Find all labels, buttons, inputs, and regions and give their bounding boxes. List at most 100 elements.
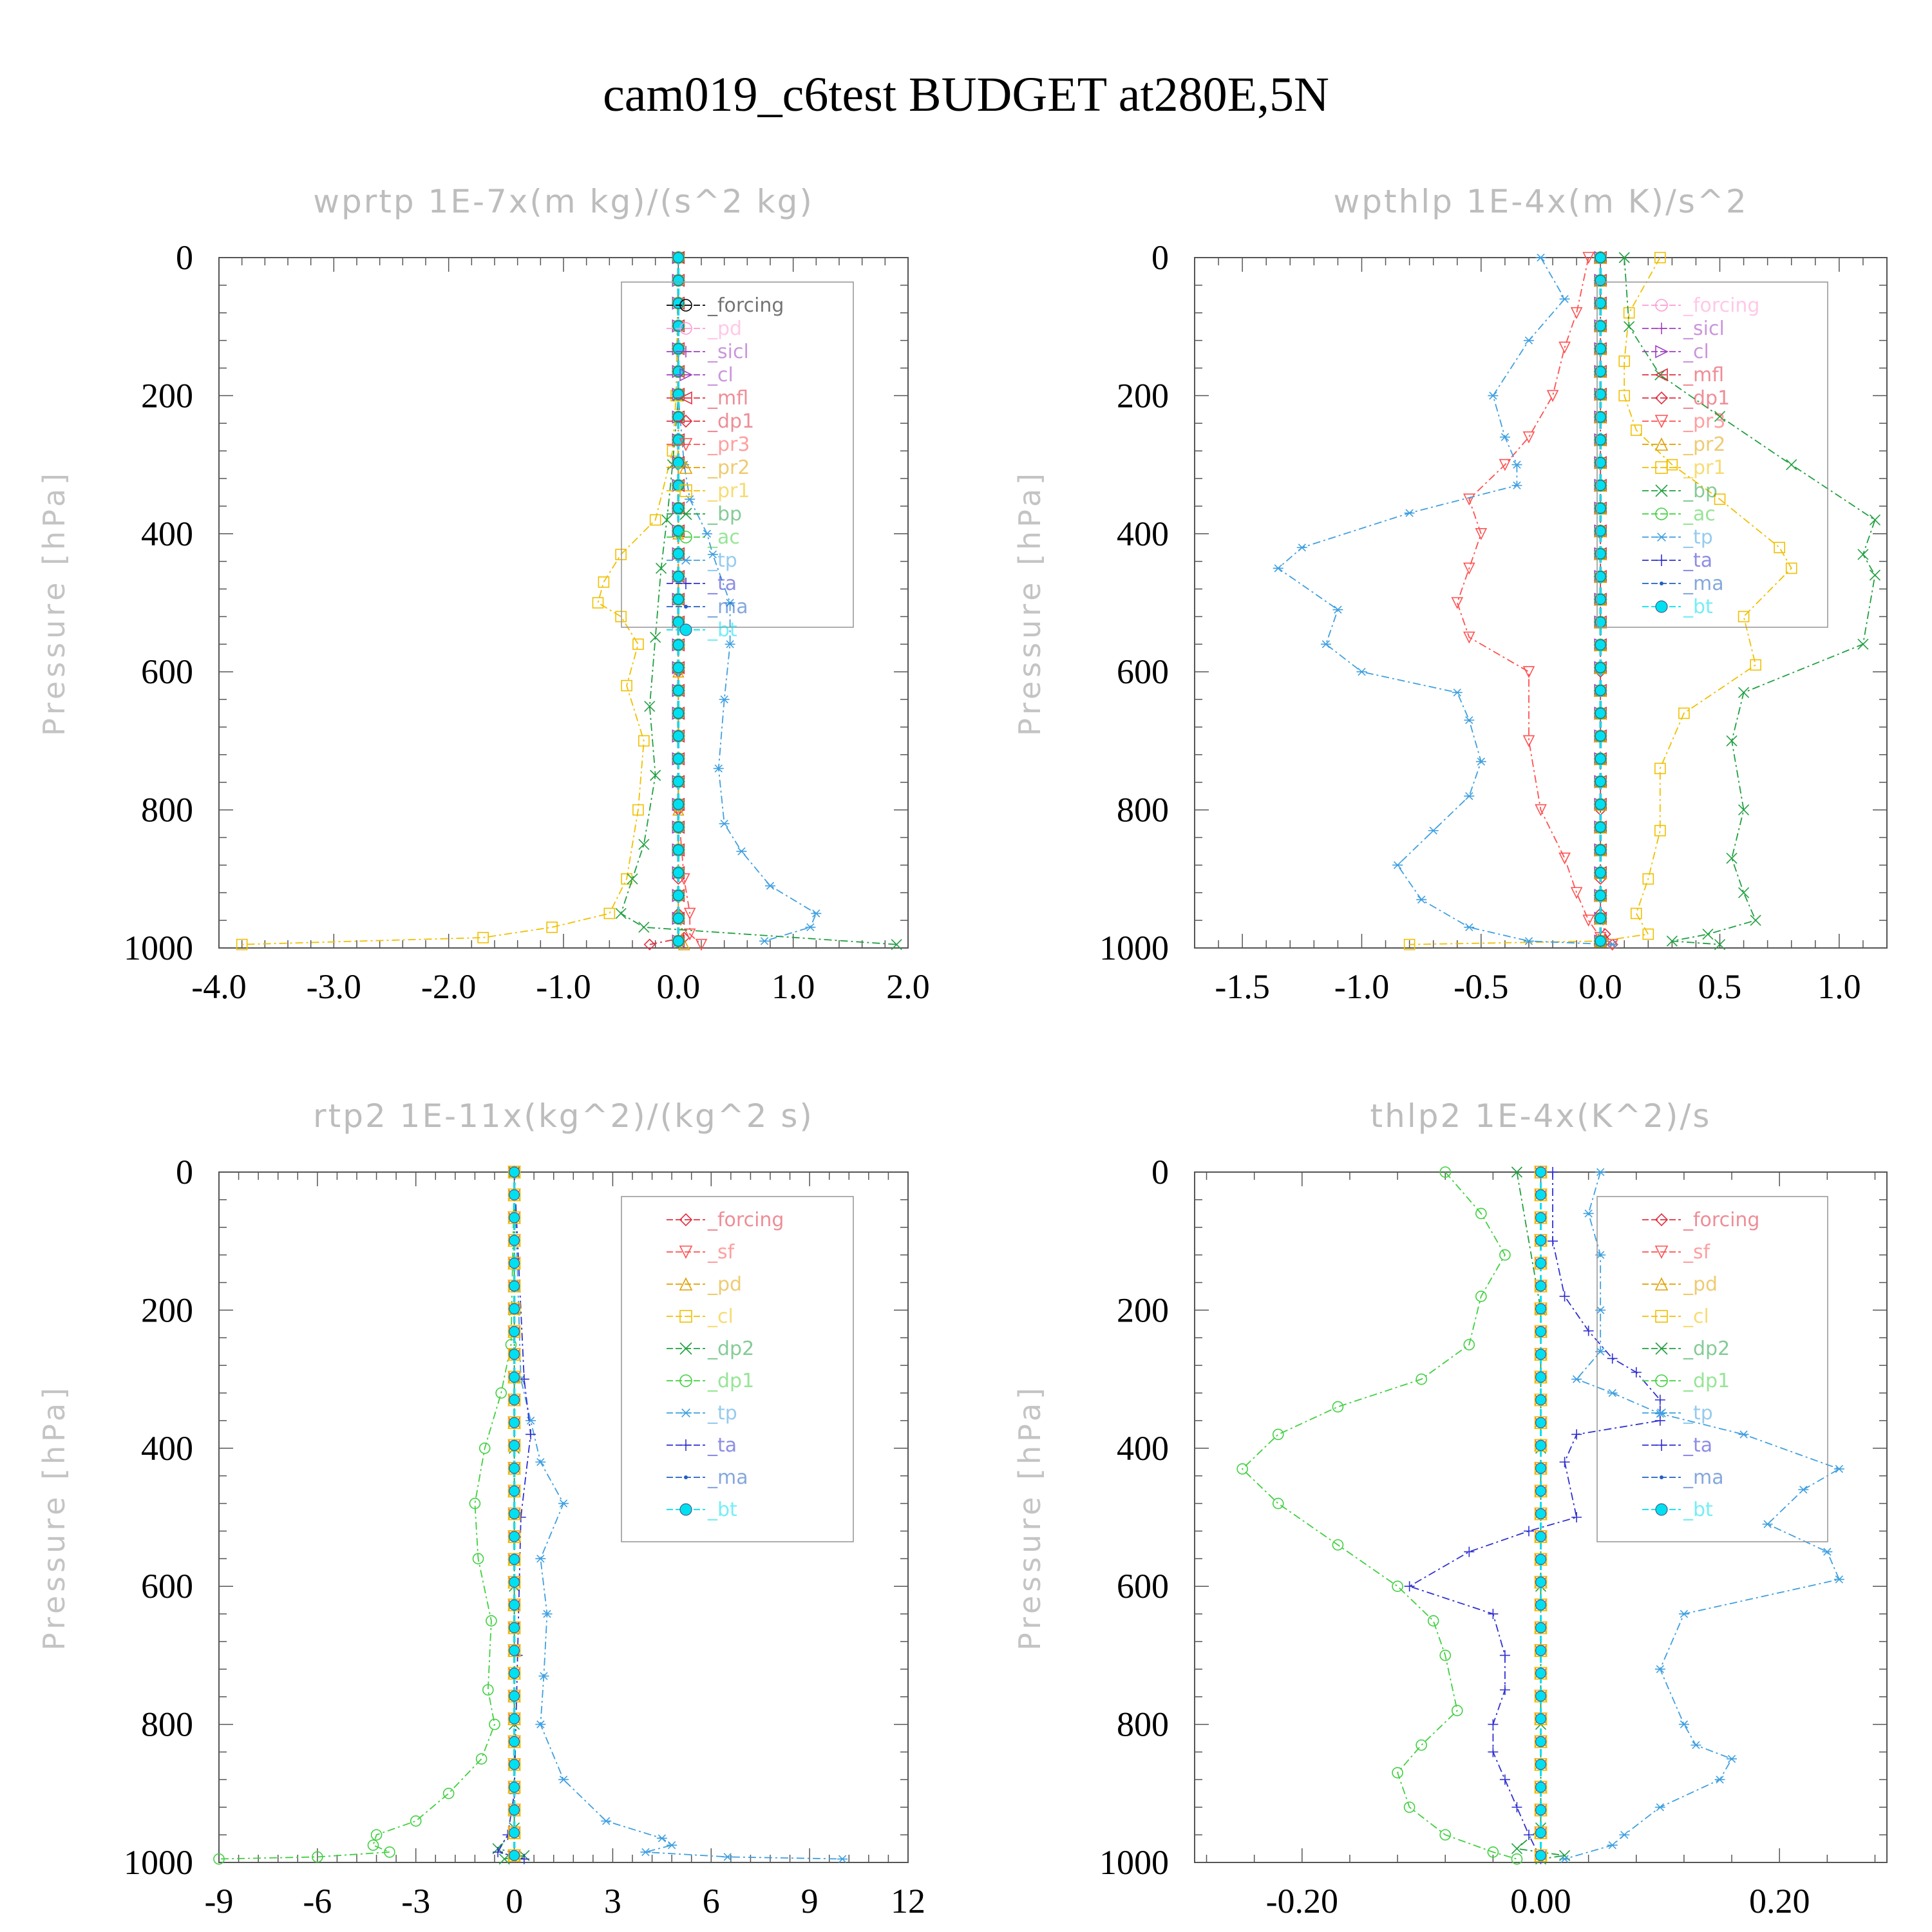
y-tick-label: 400: [1117, 515, 1169, 553]
legend-entry: _ma: [1642, 573, 1724, 595]
data-point: [367, 1839, 379, 1851]
legend-label: _tp: [707, 549, 737, 572]
data-point: [508, 1827, 520, 1839]
data-point: [1499, 1774, 1510, 1785]
data-point: [1404, 1581, 1415, 1592]
data-point: [1595, 753, 1606, 764]
data-point: [1738, 1430, 1749, 1439]
legend-marker: [1656, 1439, 1667, 1451]
data-point: [656, 562, 667, 574]
data-point: [508, 1326, 520, 1338]
data-point: [1595, 639, 1606, 650]
data-point: [1595, 320, 1606, 332]
data-point: [508, 1371, 520, 1383]
data-point: [526, 1429, 536, 1440]
data-point: [507, 1530, 521, 1543]
data-point: [672, 776, 684, 788]
data-point: [538, 1672, 549, 1680]
legend-entry: _forcing: [667, 294, 784, 317]
legend-marker: [1655, 484, 1668, 497]
data-point: [1451, 597, 1464, 609]
legend-entry: _pr2: [667, 457, 750, 479]
data-point: [508, 1394, 520, 1406]
legend-label: _bp: [1683, 480, 1718, 502]
legend-label: _mfl: [707, 387, 748, 410]
legend-marker: [679, 507, 692, 520]
series-line: [677, 258, 817, 942]
legend-marker: [1654, 1245, 1669, 1259]
data-point: [1607, 1388, 1618, 1397]
legend-marker: [1655, 1342, 1668, 1355]
data-point: [1750, 914, 1761, 926]
legend-entry: _sicl: [1642, 317, 1725, 340]
y-axis-label: Pressure [hPa]: [37, 1384, 71, 1651]
legend-marker: [679, 1213, 693, 1227]
data-point: [1464, 1546, 1475, 1557]
data-point: [1404, 509, 1415, 517]
data-point: [1833, 1575, 1844, 1584]
series-pr1: [236, 252, 685, 951]
data-point: [1666, 935, 1678, 947]
y-tick-label: 1000: [124, 929, 193, 967]
data-point: [1534, 1849, 1548, 1862]
data-point: [1595, 274, 1606, 286]
data-point: [486, 1615, 497, 1627]
legend-entry: _pd: [667, 317, 742, 340]
data-point: [1535, 1827, 1547, 1839]
data-point: [1534, 1211, 1548, 1224]
data-point: [1595, 844, 1606, 856]
data-point: [672, 274, 684, 286]
y-tick-label: 800: [141, 791, 193, 829]
data-point: [592, 597, 604, 609]
x-tick-label: 6: [703, 1882, 720, 1920]
data-point: [1571, 1375, 1582, 1383]
data-point: [1535, 804, 1547, 817]
legend-label: _ma: [1683, 573, 1724, 595]
y-tick-label: 800: [1117, 791, 1169, 829]
data-point: [672, 594, 684, 605]
data-point: [1702, 928, 1714, 940]
x-tick-label: -1.0: [1334, 967, 1389, 1006]
data-point: [1475, 757, 1486, 766]
data-point: [615, 907, 627, 919]
data-point: [1595, 889, 1606, 902]
data-point: [1595, 730, 1606, 742]
x-tick-label: -0.5: [1454, 967, 1508, 1006]
legend-marker: [1655, 461, 1668, 474]
x-tick-label: -3: [401, 1882, 430, 1920]
legend-label: _ac: [1683, 503, 1716, 526]
legend-entry: _forcing: [1642, 1209, 1759, 1231]
data-point: [1726, 735, 1738, 746]
data-point: [1535, 1303, 1547, 1314]
data-point: [672, 821, 684, 833]
data-point: [1595, 1168, 1606, 1177]
data-point: [1595, 867, 1606, 878]
x-tick-label: 1.0: [772, 967, 815, 1006]
legend-label: _sicl: [1683, 317, 1725, 340]
data-point: [1488, 1719, 1499, 1730]
legend-label: _cl: [707, 1305, 734, 1328]
data-point: [1785, 562, 1797, 574]
legend-marker: [1654, 1277, 1669, 1291]
legend-marker: [679, 460, 693, 474]
legend-marker: [679, 484, 692, 497]
data-point: [672, 298, 684, 309]
data-point: [632, 638, 644, 650]
data-point: [1475, 527, 1488, 540]
legend-marker: [1660, 1475, 1663, 1479]
data-point: [508, 1485, 520, 1497]
y-tick-label: 1000: [1099, 929, 1169, 967]
legend-label: _pd: [707, 1273, 742, 1296]
data-point: [672, 844, 684, 856]
data-point: [1595, 502, 1606, 514]
legend-entry: _sicl: [667, 341, 749, 363]
data-point: [507, 1849, 521, 1862]
y-tick-label: 0: [176, 238, 193, 277]
data-point: [1522, 735, 1535, 748]
data-point: [1320, 640, 1331, 649]
data-point: [1869, 569, 1881, 581]
legend-entry: _forcing: [667, 1209, 784, 1231]
plot-frame: [218, 257, 909, 949]
data-point: [1624, 321, 1635, 332]
